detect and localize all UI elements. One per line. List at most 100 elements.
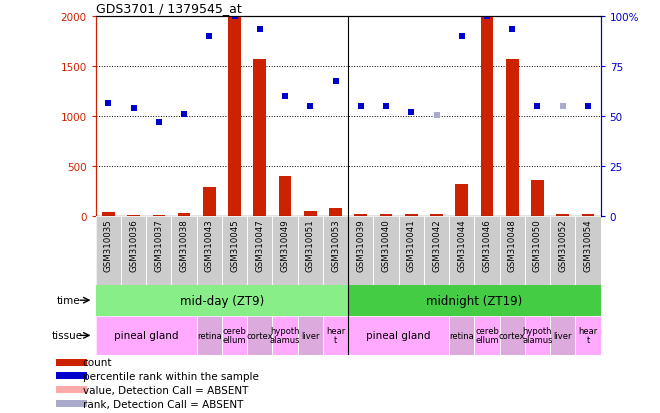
Bar [96, 217, 121, 285]
Bar [480, 17, 493, 217]
Bar [475, 217, 500, 285]
Text: GDS3701 / 1379545_at: GDS3701 / 1379545_at [96, 2, 242, 15]
Text: cereb
ellum: cereb ellum [475, 327, 499, 344]
Text: mid-day (ZT9): mid-day (ZT9) [180, 294, 264, 307]
Bar [581, 214, 594, 217]
Bar [475, 316, 500, 355]
Text: GSM310045: GSM310045 [230, 219, 239, 271]
Text: GSM310040: GSM310040 [381, 219, 391, 271]
Bar [550, 217, 576, 285]
Bar [449, 316, 475, 355]
Bar [500, 217, 525, 285]
Bar [449, 217, 475, 285]
Bar [576, 217, 601, 285]
Bar [203, 188, 216, 217]
Text: GSM310052: GSM310052 [558, 219, 567, 271]
Bar [222, 217, 247, 285]
Text: GSM310047: GSM310047 [255, 219, 264, 271]
Bar [379, 214, 392, 217]
Bar [247, 217, 273, 285]
Bar [348, 217, 374, 285]
Text: hear
t: hear t [578, 327, 597, 344]
Text: count: count [82, 357, 112, 368]
Bar [96, 285, 348, 316]
Bar [273, 316, 298, 355]
Bar [55, 400, 87, 407]
Text: GSM310053: GSM310053 [331, 219, 340, 271]
Bar [500, 316, 525, 355]
Bar [525, 316, 550, 355]
Bar [253, 59, 266, 217]
Bar [96, 217, 121, 285]
Text: GSM310048: GSM310048 [508, 219, 517, 271]
Text: GSM310049: GSM310049 [280, 219, 290, 271]
Bar [348, 285, 601, 316]
Bar [96, 316, 197, 355]
Text: hear
t: hear t [326, 327, 345, 344]
Bar [273, 217, 298, 285]
Text: GSM310038: GSM310038 [180, 219, 189, 271]
Text: time: time [56, 295, 80, 306]
Bar [475, 316, 500, 355]
Bar [430, 214, 443, 217]
Bar [222, 217, 247, 285]
Bar [298, 316, 323, 355]
Text: GSM310041: GSM310041 [407, 219, 416, 271]
Bar [348, 217, 374, 285]
Bar [172, 217, 197, 285]
Bar [127, 216, 140, 217]
Text: GSM310050: GSM310050 [533, 219, 542, 271]
Bar [455, 184, 468, 217]
Bar [273, 217, 298, 285]
Bar [374, 217, 399, 285]
Bar [147, 217, 172, 285]
Bar [550, 316, 576, 355]
Bar [449, 217, 475, 285]
Bar [576, 316, 601, 355]
Text: value, Detection Call = ABSENT: value, Detection Call = ABSENT [82, 385, 248, 395]
Text: cereb
ellum: cereb ellum [222, 327, 246, 344]
Bar [298, 217, 323, 285]
Text: liver: liver [554, 331, 572, 340]
Bar [525, 217, 550, 285]
Text: liver: liver [301, 331, 319, 340]
Text: cortex: cortex [499, 331, 525, 340]
Bar [506, 59, 519, 217]
Bar [323, 217, 348, 285]
Bar [500, 316, 525, 355]
Bar [121, 217, 147, 285]
Bar [576, 217, 601, 285]
Bar [222, 316, 247, 355]
Text: retina: retina [449, 331, 474, 340]
Text: GSM310039: GSM310039 [356, 219, 365, 271]
Bar [550, 316, 576, 355]
Bar [405, 214, 418, 217]
Text: GSM310054: GSM310054 [583, 219, 593, 271]
Bar [556, 214, 569, 217]
Bar [424, 217, 449, 285]
Text: GSM310043: GSM310043 [205, 219, 214, 271]
Bar [531, 181, 544, 217]
Bar [55, 359, 87, 366]
Bar [228, 17, 241, 217]
Bar [576, 316, 601, 355]
Text: rank, Detection Call = ABSENT: rank, Detection Call = ABSENT [82, 399, 243, 409]
Text: retina: retina [197, 331, 222, 340]
Bar [449, 316, 475, 355]
Text: cortex: cortex [246, 331, 273, 340]
Bar [399, 217, 424, 285]
Bar [197, 316, 222, 355]
Bar [424, 217, 449, 285]
Bar [329, 209, 342, 217]
Bar [304, 212, 317, 217]
Text: GSM310035: GSM310035 [104, 219, 113, 271]
Bar [152, 216, 165, 217]
Text: percentile rank within the sample: percentile rank within the sample [82, 371, 259, 381]
Bar [222, 316, 247, 355]
Bar [298, 316, 323, 355]
Bar [197, 217, 222, 285]
Text: hypoth
alamus: hypoth alamus [522, 327, 552, 344]
Bar [323, 217, 348, 285]
Bar [348, 316, 449, 355]
Bar [55, 372, 87, 380]
